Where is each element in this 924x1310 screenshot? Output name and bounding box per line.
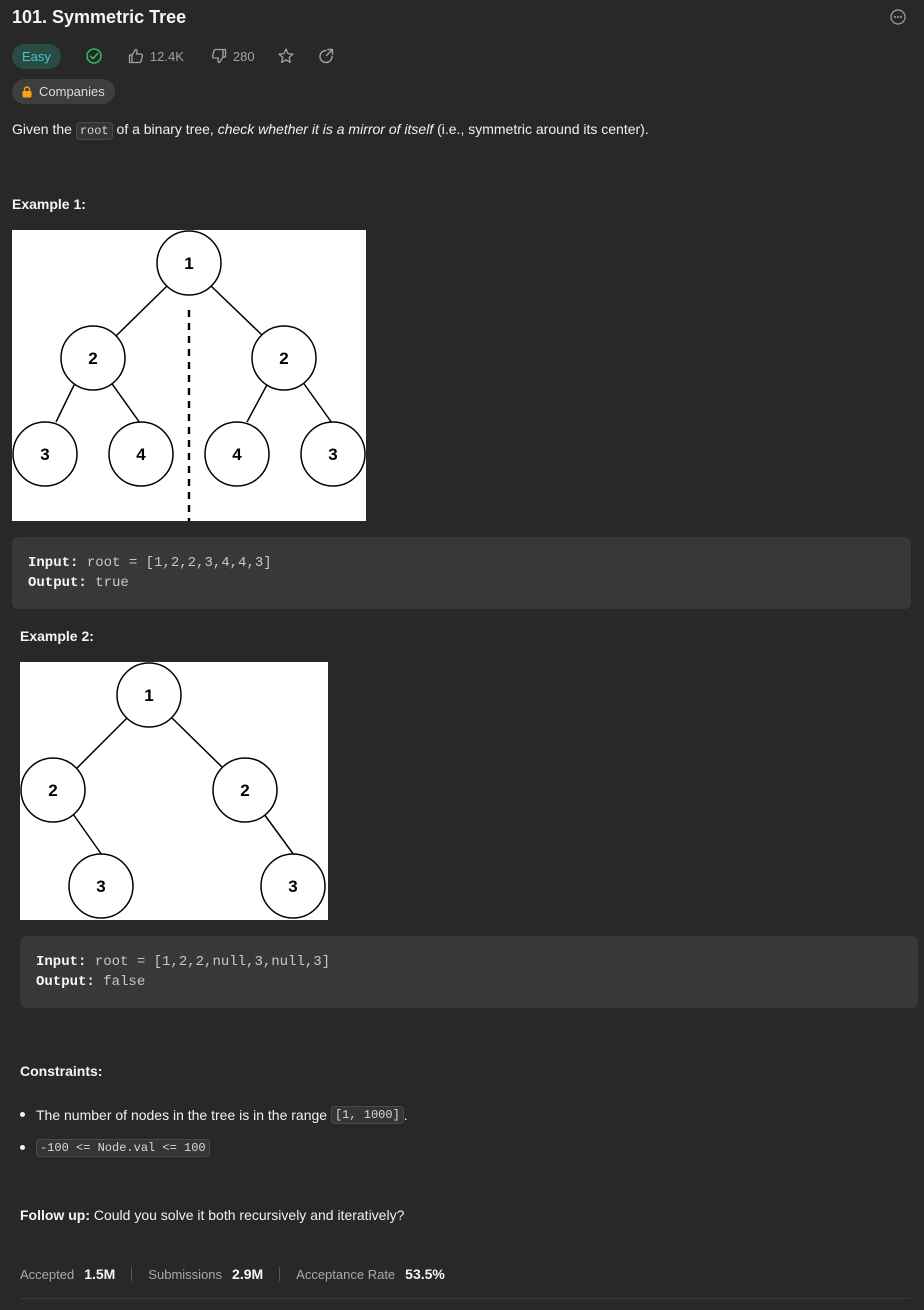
stats-divider: [131, 1267, 133, 1281]
tree-node: [204, 421, 270, 487]
like-button[interactable]: 12.4K: [127, 47, 184, 65]
desc-code-root: root: [75, 122, 113, 140]
tree-node-label: 3: [288, 877, 297, 896]
input-value: root = [1,2,2,3,4,4,3]: [86, 555, 272, 571]
lock-icon: [22, 85, 32, 97]
difficulty-badge: Easy: [12, 43, 61, 69]
desc-emphasis: check whether it is a mirror of itself: [217, 121, 434, 137]
accepted-label: Accepted: [20, 1266, 75, 1282]
follow-up: Follow up: Could you solve it both recur…: [20, 1207, 404, 1223]
constraints-title: Constraints:: [20, 1063, 103, 1079]
stats-row: Accepted 1.5M Submissions 2.9M Acceptanc…: [20, 1266, 445, 1282]
star-icon[interactable]: [277, 47, 295, 65]
problem-description: Given the root of a binary tree, check w…: [12, 121, 649, 140]
thumbs-up-icon: [128, 48, 144, 64]
tree-node-label: 3: [40, 445, 49, 464]
output-label: Output:: [28, 575, 87, 591]
divider: [20, 1298, 910, 1299]
acceptance-rate-label: Acceptance Rate: [296, 1266, 396, 1282]
input-label: Input:: [28, 555, 79, 571]
tree-node-label: 3: [96, 877, 105, 896]
input-label: Input:: [36, 954, 87, 970]
tree-node-label: 2: [88, 349, 97, 368]
output-value: true: [95, 575, 129, 591]
tree-node: [251, 325, 317, 391]
example-1-tree-image: 1 2 2 3 4 4 3: [12, 230, 366, 521]
dislike-button[interactable]: 280: [210, 47, 255, 65]
tree-node: [212, 757, 278, 823]
share-icon[interactable]: [317, 47, 335, 65]
tree-node: [12, 421, 78, 487]
dislikes-count: 280: [232, 48, 255, 64]
tree-node-label: 2: [48, 781, 57, 800]
desc-prefix: Given the: [12, 121, 76, 137]
constraint-after: .: [403, 1106, 408, 1123]
tree-node: [20, 757, 86, 823]
submissions-label: Submissions: [148, 1266, 223, 1282]
constraints-list: The number of nodes in the tree is in th…: [20, 1098, 408, 1164]
tree-node-label: 1: [144, 686, 153, 705]
accepted-value: 1.5M: [84, 1266, 116, 1282]
tree-node: [300, 421, 366, 487]
output-label: Output:: [36, 974, 95, 990]
tree-node: [108, 421, 174, 487]
example-1-code-block: Input: root = [1,2,2,3,4,4,3] Output: tr…: [12, 537, 911, 609]
acceptance-rate-value: 53.5%: [405, 1266, 445, 1282]
tree-node: [60, 325, 126, 391]
tree-node: [260, 853, 326, 919]
example-2-code-block: Input: root = [1,2,2,null,3,null,3] Outp…: [20, 936, 918, 1008]
tree-node-label: 3: [328, 445, 337, 464]
tree-node-label: 2: [240, 781, 249, 800]
likes-count: 12.4K: [149, 48, 184, 64]
desc-middle: of a binary tree,: [112, 121, 218, 137]
stats-divider: [279, 1267, 281, 1281]
companies-button[interactable]: Companies: [12, 79, 115, 104]
example-1-title: Example 1:: [12, 196, 86, 212]
tree-node: [68, 853, 134, 919]
output-value: false: [103, 974, 146, 990]
example-2-title: Example 2:: [20, 628, 94, 644]
submissions-value: 2.9M: [232, 1266, 264, 1282]
desc-suffix: (i.e., symmetric around its center).: [433, 121, 649, 137]
tree-node-label: 1: [184, 254, 193, 273]
solved-check-icon: [86, 48, 102, 64]
problem-meta-row: Easy 12.4K 280: [12, 43, 335, 69]
tree-node-label: 2: [279, 349, 288, 368]
constraint-item: -100 <= Node.val <= 100: [20, 1131, 408, 1164]
companies-label: Companies: [39, 84, 105, 99]
tree-node-label: 4: [232, 445, 242, 464]
constraint-code: -100 <= Node.val <= 100: [36, 1138, 210, 1157]
constraint-code: [1, 1000]: [330, 1105, 404, 1124]
constraint-text: The number of nodes in the tree is in th…: [36, 1106, 328, 1123]
more-icon[interactable]: [890, 9, 906, 25]
follow-up-label: Follow up:: [20, 1207, 90, 1223]
constraint-item: The number of nodes in the tree is in th…: [20, 1098, 408, 1131]
input-value: root = [1,2,2,null,3,null,3]: [94, 954, 331, 970]
example-2-tree-image: 1 2 2 3 3: [20, 662, 328, 920]
follow-up-text: Could you solve it both recursively and …: [89, 1207, 405, 1223]
tree-node: [116, 662, 182, 728]
problem-title: 101. Symmetric Tree: [12, 7, 187, 27]
thumbs-down-icon: [211, 48, 227, 64]
tree-node: [156, 230, 222, 296]
tree-node-label: 4: [136, 445, 146, 464]
